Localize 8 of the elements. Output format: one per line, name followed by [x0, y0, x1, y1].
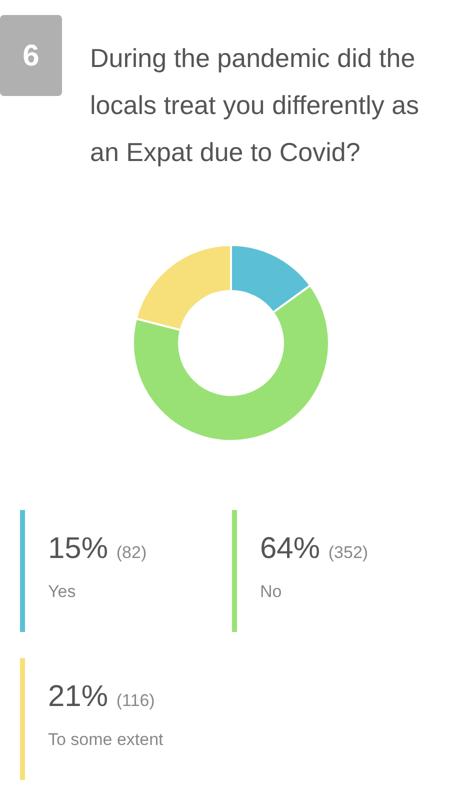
- legend-label: To some extent: [48, 730, 164, 749]
- chart-title: During the pandemic did the locals treat you differently as an Expat due to Covid?: [90, 43, 420, 167]
- legend-label: No: [260, 582, 282, 601]
- data-label: 64% (352): [260, 532, 368, 565]
- data-label: 21% (116): [48, 680, 155, 713]
- text: 6: [22, 40, 40, 72]
- legend-label: Yes: [48, 582, 76, 601]
- data-label: 15% (82): [48, 532, 147, 565]
